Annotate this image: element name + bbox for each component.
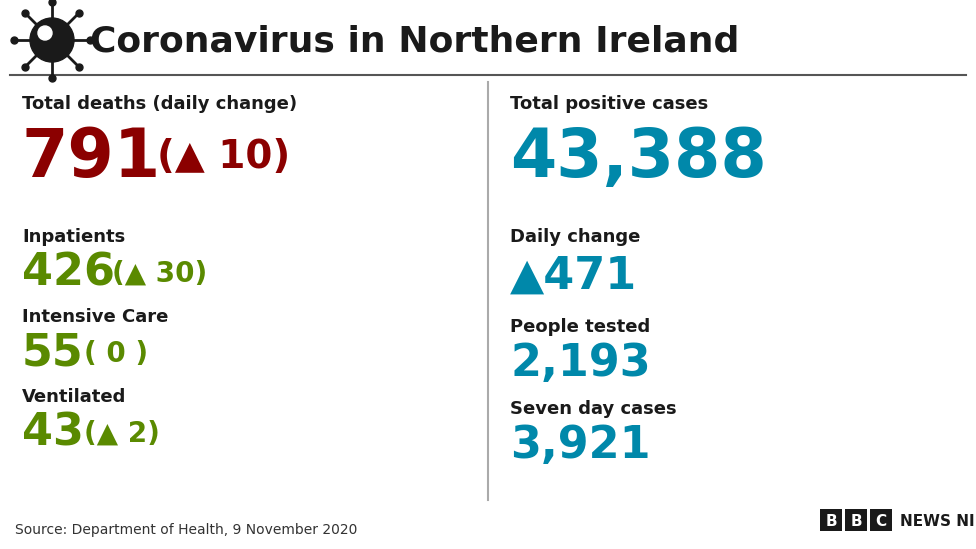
Text: (▲ 2): (▲ 2) bbox=[84, 420, 160, 448]
Circle shape bbox=[38, 26, 52, 40]
FancyBboxPatch shape bbox=[820, 509, 842, 531]
Text: Inpatients: Inpatients bbox=[22, 228, 125, 246]
Text: 2,193: 2,193 bbox=[510, 342, 651, 385]
FancyBboxPatch shape bbox=[870, 509, 892, 531]
Text: Daily change: Daily change bbox=[510, 228, 640, 246]
Text: 43,388: 43,388 bbox=[510, 125, 767, 191]
Text: 43: 43 bbox=[22, 412, 84, 455]
Text: Total positive cases: Total positive cases bbox=[510, 95, 709, 113]
Text: Total deaths (daily change): Total deaths (daily change) bbox=[22, 95, 297, 113]
Text: People tested: People tested bbox=[510, 318, 650, 336]
Text: (▲ 30): (▲ 30) bbox=[112, 260, 207, 288]
Text: NEWS NI: NEWS NI bbox=[900, 514, 975, 529]
Text: Seven day cases: Seven day cases bbox=[510, 400, 676, 418]
Text: B: B bbox=[850, 514, 862, 529]
Text: ( 0 ): ( 0 ) bbox=[84, 340, 148, 368]
Text: Intensive Care: Intensive Care bbox=[22, 308, 169, 326]
FancyBboxPatch shape bbox=[845, 509, 867, 531]
Text: 3,921: 3,921 bbox=[510, 424, 651, 467]
Text: 791: 791 bbox=[22, 125, 161, 191]
Text: Coronavirus in Northern Ireland: Coronavirus in Northern Ireland bbox=[90, 25, 740, 59]
Text: C: C bbox=[875, 514, 886, 529]
Text: (▲ 10): (▲ 10) bbox=[157, 138, 290, 176]
Text: Source: Department of Health, 9 November 2020: Source: Department of Health, 9 November… bbox=[15, 523, 357, 537]
Circle shape bbox=[30, 18, 74, 62]
Text: Ventilated: Ventilated bbox=[22, 388, 126, 406]
Text: 426: 426 bbox=[22, 252, 115, 295]
Text: B: B bbox=[825, 514, 836, 529]
Text: ▲471: ▲471 bbox=[510, 255, 637, 298]
Text: 55: 55 bbox=[22, 332, 84, 375]
